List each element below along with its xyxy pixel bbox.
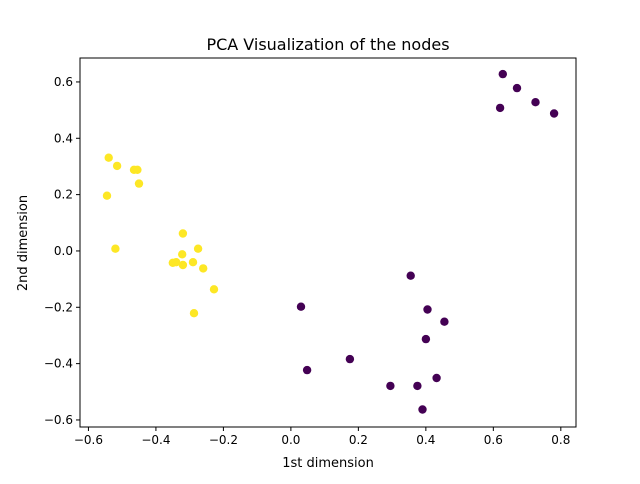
x-tick-label: 0.2 [349, 433, 368, 447]
data-point [421, 334, 431, 344]
data-point [549, 109, 559, 118]
data-point [172, 258, 181, 267]
data-point [111, 244, 120, 253]
data-point [345, 354, 355, 364]
y-axis-label: 2nd dimension [16, 195, 31, 291]
data-point [498, 69, 507, 79]
x-tick-label: −0.4 [141, 433, 170, 447]
data-point [112, 161, 122, 171]
points-layer [102, 69, 559, 414]
data-point [188, 258, 198, 267]
y-tick-label: 0.2 [54, 188, 73, 202]
data-point [209, 285, 219, 294]
plot-frame [79, 57, 577, 428]
data-point [512, 83, 522, 93]
data-point [386, 381, 395, 391]
y-tick-label: −0.2 [44, 300, 73, 314]
x-tick-label: −0.6 [74, 433, 103, 447]
y-tick-label: 0.6 [54, 75, 73, 89]
y-tick-label: −0.4 [44, 357, 73, 371]
x-axis-label: 1st dimension [282, 456, 374, 471]
data-point [531, 98, 540, 107]
x-tick-label: 0.0 [281, 433, 300, 447]
data-point [178, 250, 187, 259]
data-point [178, 229, 188, 238]
data-point [423, 305, 432, 314]
y-axis-ticks: −0.6 −0.4 −0.2 0.0 0.2 0.4 0.6 [44, 75, 80, 427]
data-point [178, 260, 188, 270]
x-axis-ticks: −0.6 −0.4 −0.2 0.0 0.2 0.4 0.6 0.8 [74, 427, 570, 447]
data-point [302, 365, 312, 375]
x-tick-label: 0.8 [551, 433, 570, 447]
data-point [134, 179, 144, 188]
data-point [104, 153, 113, 162]
chart-title: PCA Visualization of the nodes [206, 35, 449, 54]
x-tick-label: 0.6 [484, 433, 503, 447]
x-tick-label: −0.2 [209, 433, 238, 447]
data-point [296, 302, 306, 311]
data-point [413, 381, 422, 391]
data-point [193, 244, 203, 253]
data-point [189, 309, 199, 318]
data-point [199, 264, 208, 273]
data-point [406, 271, 415, 280]
data-point [432, 373, 441, 383]
data-point [102, 191, 112, 200]
y-tick-label: 0.0 [54, 244, 73, 258]
data-point [418, 405, 427, 414]
data-point [133, 165, 142, 174]
data-point [440, 317, 449, 326]
x-tick-label: 0.4 [416, 433, 435, 447]
y-tick-label: −0.6 [44, 413, 73, 427]
y-tick-label: 0.4 [54, 131, 73, 145]
data-point [495, 103, 505, 113]
